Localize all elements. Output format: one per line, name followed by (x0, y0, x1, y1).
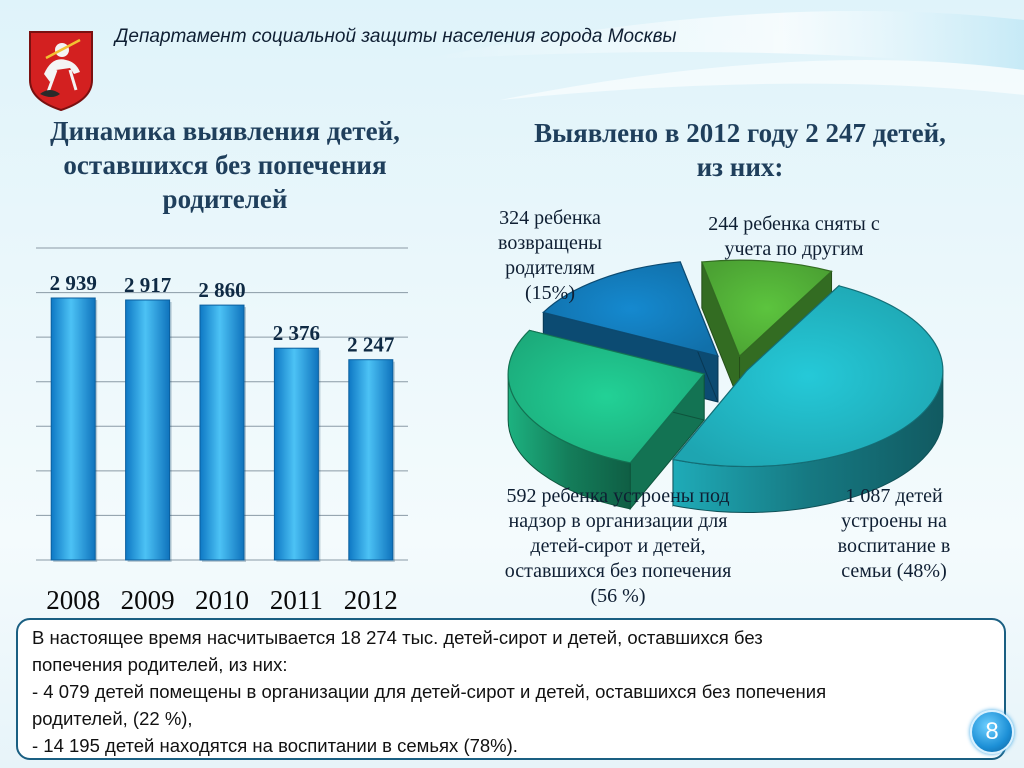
bar-value-label: 2 860 (198, 278, 245, 302)
pie-chart-title: Выявлено в 2012 году 2 247 детей, из них… (480, 116, 1000, 184)
pie-label-line: учета по другим (724, 238, 864, 260)
bar-chart-title-line: родителей (162, 184, 288, 214)
info-line: родителей, (22 %), (32, 708, 193, 729)
pie-label-line: 1 087 детей (845, 485, 943, 507)
bar (348, 359, 394, 561)
pie-label-institutions: 592 ребенка устроены под надзор в органи… (470, 484, 766, 609)
pie-label-line: оставшихся без попечения (504, 560, 732, 582)
bar (273, 347, 319, 561)
department-title: Департамент социальной защиты населения … (115, 26, 677, 47)
bar-category-label: 2008 (46, 585, 100, 615)
bar-category-label: 2010 (195, 585, 249, 615)
pie-slice (700, 259, 833, 358)
bar-chart-title-line: Динамика выявления детей, (50, 116, 400, 146)
pie-label-families: 1 087 детей устроены на воспитание в сем… (808, 484, 980, 584)
page-number-badge: 8 (970, 710, 1014, 754)
info-line: В настоящее время насчитывается 18 274 т… (32, 627, 763, 648)
pie-chart-title-line: Выявлено в 2012 году 2 247 детей, (534, 118, 946, 148)
pie-label-line: устроены на (841, 510, 947, 532)
pie-label-line: 324 ребенка (499, 207, 601, 229)
pie-slice (671, 285, 944, 468)
bar (125, 299, 171, 561)
pie-label-line: возвращены (498, 232, 602, 254)
pie-label-line: (15%) (525, 282, 575, 304)
pie-chart-title-line: из них: (696, 152, 784, 182)
bar (199, 304, 245, 561)
pie-label-line: (56 %) (590, 585, 646, 607)
bar-value-label: 2 917 (124, 273, 171, 297)
info-line: попечения родителей, из них: (32, 654, 288, 675)
pie-label-line: надзор в организации для (508, 510, 728, 532)
bar-value-label: 2 247 (347, 333, 394, 357)
moscow-coat-of-arms-icon (29, 31, 93, 112)
pie-label-line: 244 ребенка сняты с (708, 213, 880, 235)
bar-value-label: 2 376 (273, 321, 320, 345)
bar (50, 297, 96, 561)
pie-label-line: родителям (505, 257, 595, 279)
pie-slice (542, 261, 719, 357)
pie-label-line: детей-сирот и детей, (530, 535, 706, 557)
info-line: - 4 079 детей помещены в организации для… (32, 681, 827, 702)
bar-category-label: 2011 (270, 585, 323, 615)
info-box: В настоящее время насчитывается 18 274 т… (16, 618, 1006, 760)
pie-label-line: семьи (48%) (841, 560, 947, 582)
pie-label-line: воспитание в (837, 535, 951, 557)
pie-label-other: 244 ребенка сняты с учета по другим (680, 212, 908, 262)
bar-value-label: 2 939 (50, 271, 97, 295)
pie-label-returned: 324 ребенка возвращены родителям (15%) (470, 206, 630, 306)
bar-chart-title-line: оставшихся без попечения (63, 150, 387, 180)
info-line: - 14 195 детей находятся на воспитании в… (32, 735, 518, 756)
pie-label-line: 592 ребенка устроены под (506, 485, 730, 507)
bar-chart-title: Динамика выявления детей, оставшихся без… (20, 114, 430, 216)
pie-slice (507, 329, 706, 464)
bar-category-label: 2012 (344, 585, 398, 615)
bar-category-label: 2009 (121, 585, 175, 615)
